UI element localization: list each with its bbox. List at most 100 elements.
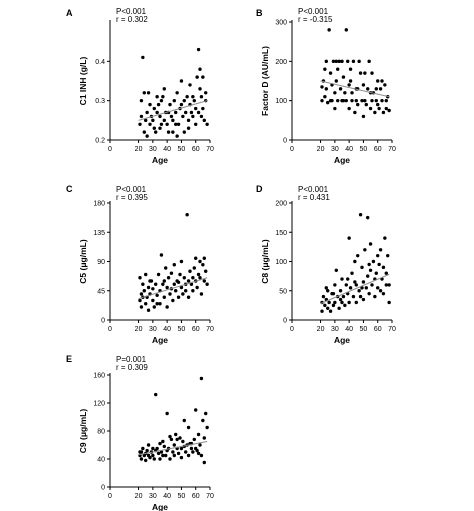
data-point [370,71,374,75]
data-point [378,87,383,91]
data-point [171,130,175,134]
data-point [178,272,182,277]
data-point [194,408,198,412]
panel-letter: C [66,184,73,194]
data-point [336,98,340,103]
data-point [158,126,162,130]
data-point [341,75,346,79]
data-point [384,106,388,111]
regression-line [138,100,208,121]
x-tick-label: 60 [192,326,200,333]
data-point [346,277,350,281]
data-point [152,106,156,111]
data-point [328,98,333,103]
data-point [148,122,152,126]
x-axis-label: Age [334,335,350,345]
data-point [354,98,358,103]
y-axis-label: C1 INH (g/L) [78,57,88,106]
data-point [344,28,348,32]
y-tick-label: 0.3 [95,98,105,105]
data-point [179,285,184,290]
data-point [201,263,205,267]
data-point [146,308,151,312]
data-point [380,98,384,103]
x-tick-label: 20 [317,146,325,153]
data-point [381,110,386,115]
data-point [323,67,327,71]
data-point [367,291,371,296]
data-point [192,266,196,270]
data-point [387,300,391,305]
x-tick-label: 40 [163,146,171,153]
y-tick-label: 50 [279,288,287,295]
data-point [364,102,368,107]
data-point [165,285,169,290]
data-point [343,303,347,308]
x-tick-label: 30 [149,146,157,153]
data-point [370,283,374,287]
data-point [184,289,188,293]
data-point [334,59,338,64]
data-point [373,294,377,299]
data-point [336,67,340,71]
data-point [191,95,195,99]
p-value-label: P=0.001 [116,355,147,364]
y-tick-label: 0.4 [95,59,105,66]
data-point [186,425,191,430]
data-point [364,286,368,290]
data-point [159,98,164,103]
data-point [172,98,176,103]
data-point [333,283,337,287]
data-point [184,450,188,454]
data-point [169,437,174,442]
data-point [161,95,165,99]
data-point [165,411,169,416]
data-point [202,460,206,465]
x-tick-label: 60 [192,493,200,500]
data-point [186,453,191,458]
data-point [368,106,373,111]
data-point [182,276,186,280]
data-point [323,303,327,308]
data-point [161,439,165,444]
data-point [338,297,343,302]
y-tick-label: 0 [101,485,105,492]
data-point [384,283,388,287]
x-tick-label: 0 [108,146,112,153]
y-tick-label: 80 [97,429,105,436]
data-point [201,418,205,423]
data-point [159,253,164,257]
data-point [351,59,356,64]
data-point [162,295,166,299]
data-point [366,87,370,91]
data-point [142,289,146,293]
data-point [199,292,204,296]
data-point [174,110,178,115]
data-point [176,295,181,299]
data-point [347,106,351,111]
data-point [337,59,341,64]
data-point [381,265,386,270]
data-point [138,122,142,126]
data-point [334,268,338,272]
data-point [145,134,149,138]
data-point [202,436,206,440]
data-point [164,453,168,458]
y-tick-label: 100 [275,259,287,266]
data-point [185,213,189,217]
data-point [331,59,336,64]
data-point [174,432,178,437]
data-point [141,282,145,286]
data-point [333,91,337,95]
data-point [343,91,347,95]
data-point [344,98,348,103]
data-point [175,437,179,442]
x-tick-label: 30 [331,326,339,333]
data-point [327,28,331,32]
data-point [182,130,186,134]
y-tick-label: 40 [97,457,105,464]
x-tick-label: 30 [331,146,339,153]
data-point [198,67,202,71]
